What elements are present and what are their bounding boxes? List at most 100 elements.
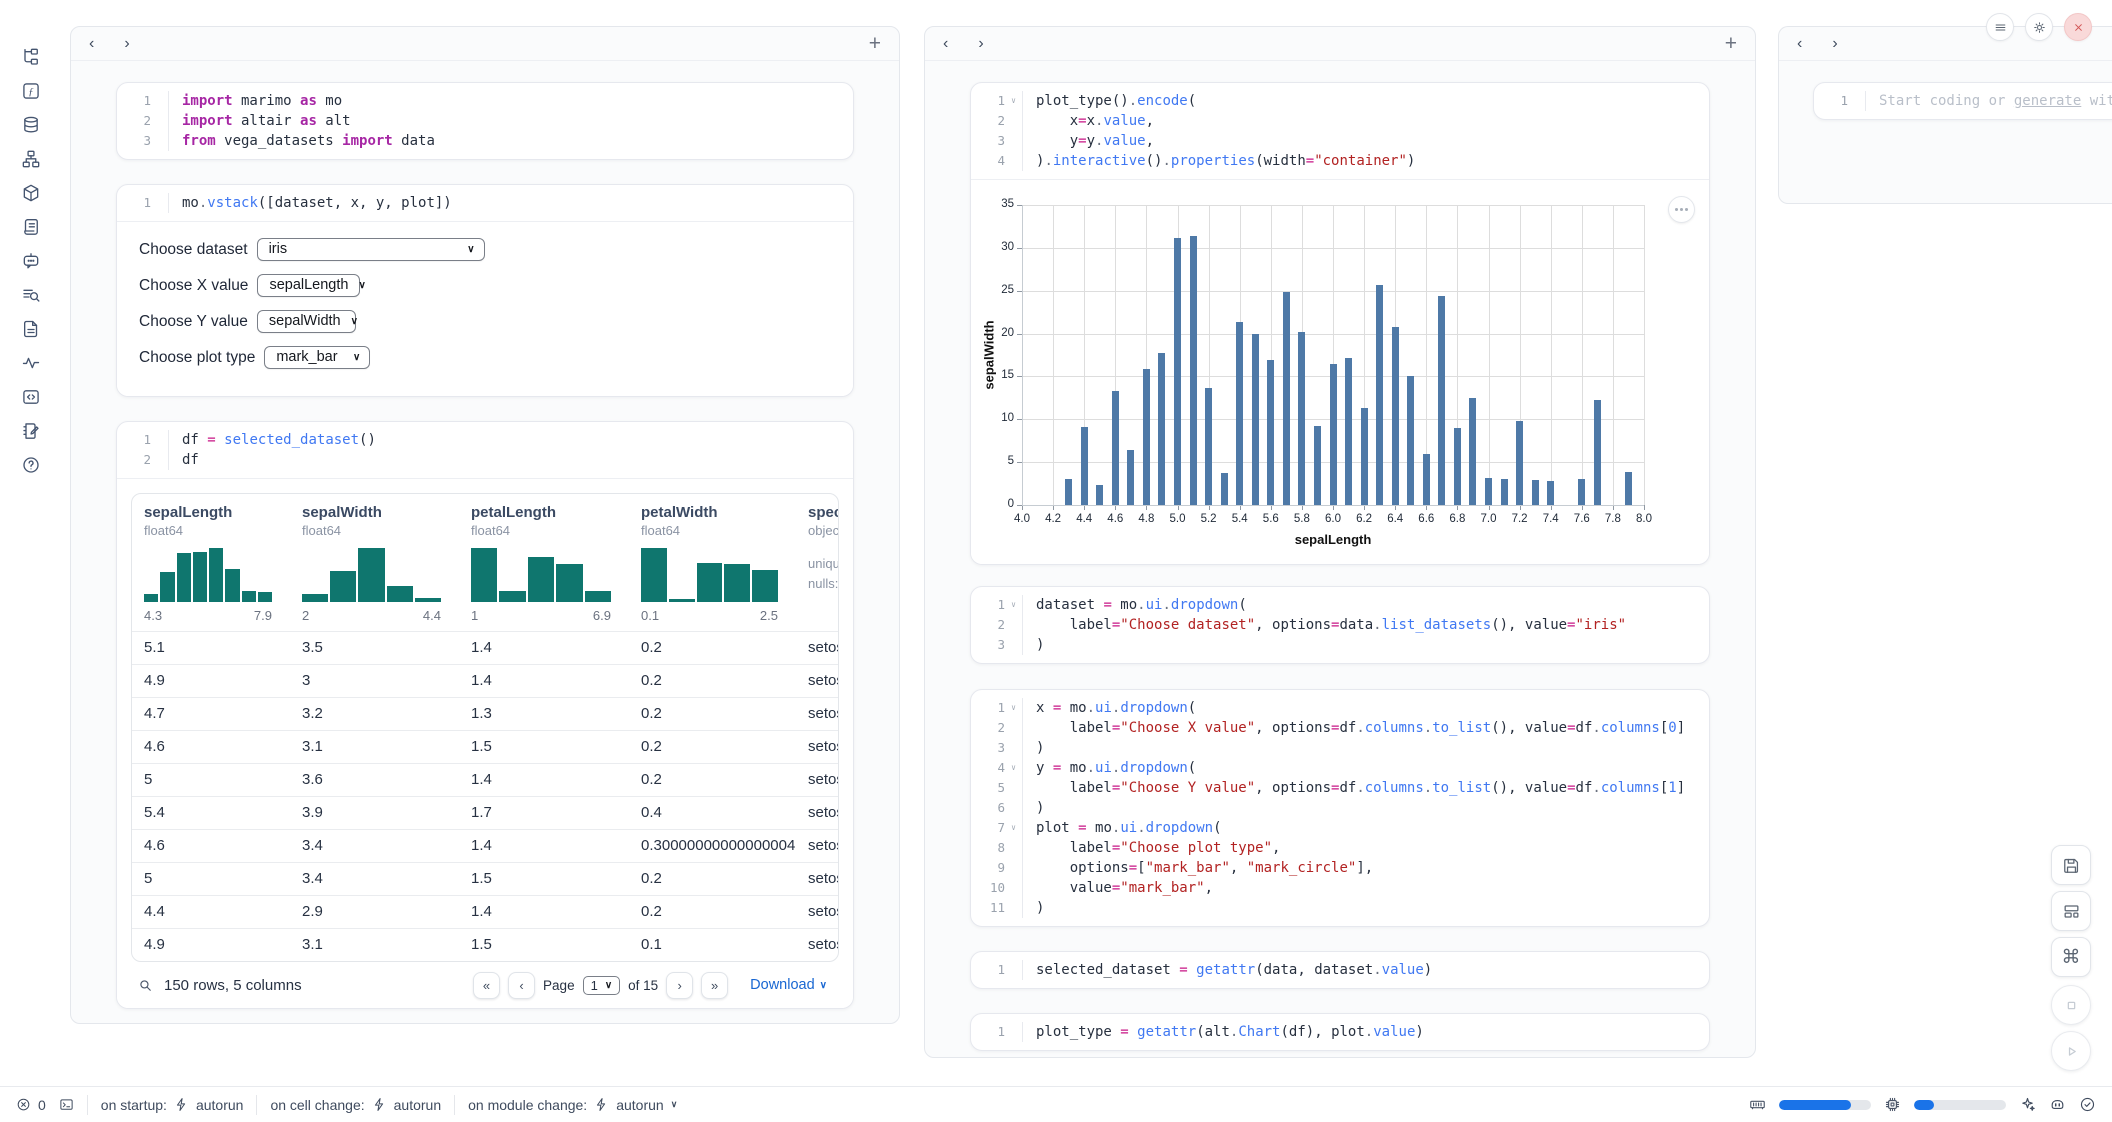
code-cell-dataset-dropdown[interactable]: 1 ∨ dataset = mo.ui.dropdown(2 label="Choo… xyxy=(970,586,1710,664)
code-text[interactable]: ) xyxy=(1022,635,1709,655)
scroll-right-button[interactable]: › xyxy=(1832,34,1838,52)
code-text[interactable]: import altair as alt xyxy=(168,111,853,131)
table-row[interactable]: 5 3.4 1.5 0.2 setos xyxy=(132,862,838,895)
copilot-button[interactable] xyxy=(2049,1096,2066,1113)
download-button[interactable]: Download ∨ xyxy=(744,976,833,994)
code-text[interactable]: x = mo.ui.dropdown( xyxy=(1022,698,1709,718)
code-text[interactable]: plot_type().encode( xyxy=(1022,91,1709,111)
settings-gear-button[interactable] xyxy=(2025,13,2053,41)
generate-link[interactable]: generate xyxy=(2013,93,2082,109)
tracebacks-icon[interactable] xyxy=(19,352,43,374)
next-page-button[interactable]: › xyxy=(666,971,694,999)
layout-toggle-button[interactable] xyxy=(2051,891,2091,931)
packages-icon[interactable] xyxy=(19,182,43,204)
dropdown-select[interactable]: sepalWidth ∨ xyxy=(256,310,358,333)
menu-button[interactable] xyxy=(1986,13,2014,41)
table-row[interactable]: 4.7 3.2 1.3 0.2 setos xyxy=(132,697,838,730)
scratchpad-icon[interactable] xyxy=(19,386,43,408)
dropdown-select[interactable]: mark_bar ∨ xyxy=(264,346,371,369)
datasources-icon[interactable] xyxy=(19,114,43,136)
add-cell-button[interactable]: + xyxy=(1724,32,1737,55)
table-row[interactable]: 4.9 3 1.4 0.2 setos xyxy=(132,664,838,697)
table-column-header[interactable]: petalLength float64 1 6.9 xyxy=(459,504,629,623)
fold-toggle-icon[interactable]: ∨ xyxy=(1011,763,1016,772)
code-text[interactable]: df = selected_dataset() xyxy=(168,430,853,450)
scroll-right-button[interactable]: › xyxy=(978,34,984,52)
table-row[interactable]: 4.6 3.1 1.5 0.2 setos xyxy=(132,730,838,763)
code-text[interactable]: ).interactive().properties(width="contai… xyxy=(1022,151,1709,171)
connection-status-button[interactable] xyxy=(2079,1096,2096,1113)
dropdown-select[interactable]: sepalLength ∨ xyxy=(257,274,366,297)
fold-toggle-icon[interactable]: ∨ xyxy=(1011,823,1016,832)
code-cell-dataframe[interactable]: 1 df = selected_dataset() 2 df sepalLength f… xyxy=(116,421,854,1009)
shutdown-close-button[interactable] xyxy=(2064,13,2092,41)
dropdown-select[interactable]: iris ∨ xyxy=(256,238,485,261)
table-row[interactable]: 4.4 2.9 1.4 0.2 setos xyxy=(132,895,838,928)
code-cell-imports[interactable]: 1 import marimo as mo 2 import altair as al… xyxy=(116,82,854,160)
stop-button[interactable] xyxy=(2051,985,2091,1025)
fold-toggle-icon[interactable]: ∨ xyxy=(1011,96,1016,105)
last-page-button[interactable]: » xyxy=(701,971,729,999)
code-text[interactable]: plot_type = getattr(alt.Chart(df), plot.… xyxy=(1022,1022,1709,1042)
empty-code-cell[interactable]: 1 Start coding or generate with xyxy=(1813,82,2112,120)
file-explorer-icon[interactable] xyxy=(19,46,43,68)
table-column-header[interactable]: petalWidth float64 0.1 2.5 xyxy=(629,504,796,623)
scroll-left-button[interactable]: ‹ xyxy=(1797,34,1803,52)
scroll-left-button[interactable]: ‹ xyxy=(89,34,95,52)
ai-sparkles-button[interactable] xyxy=(2019,1096,2036,1113)
on-module-change-setting[interactable]: on module change: autorun ∨ xyxy=(468,1096,678,1113)
code-text[interactable]: plot = mo.ui.dropdown( xyxy=(1022,818,1709,838)
code-text[interactable]: y = mo.ui.dropdown( xyxy=(1022,758,1709,778)
code-text[interactable]: mo.vstack([dataset, x, y, plot]) xyxy=(168,193,853,213)
table-row[interactable]: 5.1 3.5 1.4 0.2 setos xyxy=(132,631,838,664)
notebook-icon[interactable] xyxy=(19,420,43,442)
dependency-graph-icon[interactable] xyxy=(19,148,43,170)
add-cell-button[interactable]: + xyxy=(868,32,881,55)
logs-icon[interactable] xyxy=(19,284,43,306)
code-cell-plot-type[interactable]: 1 plot_type = getattr(alt.Chart(df), plot… xyxy=(970,1013,1710,1051)
on-startup-setting[interactable]: on startup: autorun xyxy=(100,1096,244,1113)
table-row[interactable]: 5 3.6 1.4 0.2 setos xyxy=(132,763,838,796)
code-placeholder[interactable]: Start coding or generate with xyxy=(1865,91,2112,111)
page-select[interactable]: 1 ∨ xyxy=(582,975,621,995)
documentation-icon[interactable] xyxy=(19,318,43,340)
code-text[interactable]: ) xyxy=(1022,738,1709,758)
table-row[interactable]: 4.6 3.4 1.4 0.30000000000000004 setos xyxy=(132,829,838,862)
scroll-left-button[interactable]: ‹ xyxy=(943,34,949,52)
fold-toggle-icon[interactable]: ∨ xyxy=(1011,703,1016,712)
code-cell-vstack[interactable]: 1 mo.vstack([dataset, x, y, plot]) Choose… xyxy=(116,184,854,397)
table-row[interactable]: 4.9 3.1 1.5 0.1 setos xyxy=(132,928,838,961)
code-text[interactable]: y=y.value, xyxy=(1022,131,1709,151)
code-text[interactable]: label="Choose plot type", xyxy=(1022,838,1709,858)
on-cell-change-setting[interactable]: on cell change: autorun xyxy=(270,1096,442,1113)
code-text[interactable]: selected_dataset = getattr(data, dataset… xyxy=(1022,960,1709,980)
code-text[interactable]: import marimo as mo xyxy=(168,91,853,111)
code-text[interactable]: from vega_datasets import data xyxy=(168,131,853,151)
table-column-header[interactable]: sepalWidth float64 2 4.4 xyxy=(290,504,459,623)
save-button[interactable] xyxy=(2051,845,2091,885)
code-text[interactable]: ) xyxy=(1022,798,1709,818)
chat-icon[interactable] xyxy=(19,250,43,272)
keyboard-shortcuts-button[interactable]: ⌘ xyxy=(2051,937,2091,977)
code-text[interactable]: x=x.value, xyxy=(1022,111,1709,131)
fold-toggle-icon[interactable]: ∨ xyxy=(1011,600,1016,609)
chart-output[interactable]: 0 5 10 15 20 25 30 35 4.0 4.2 4.4 4.6 4.8 5.0 5.2 5.4 5.… xyxy=(971,179,1709,564)
table-row[interactable]: 5.4 3.9 1.7 0.4 setos xyxy=(132,796,838,829)
code-text[interactable]: dataset = mo.ui.dropdown( xyxy=(1022,595,1709,615)
chart-menu-button[interactable] xyxy=(1668,196,1695,223)
code-text[interactable]: label="Choose dataset", options=data.lis… xyxy=(1022,615,1709,635)
search-icon[interactable] xyxy=(137,977,154,994)
code-text[interactable]: ) xyxy=(1022,898,1709,918)
code-text[interactable]: label="Choose Y value", options=df.colum… xyxy=(1022,778,1709,798)
code-text[interactable]: label="Choose X value", options=df.colum… xyxy=(1022,718,1709,738)
first-page-button[interactable]: « xyxy=(473,971,501,999)
code-text[interactable]: value="mark_bar", xyxy=(1022,878,1709,898)
help-icon[interactable] xyxy=(19,454,43,476)
code-cell-plot[interactable]: 1 ∨ plot_type().encode(2 x=x.value, 3 y=y.v… xyxy=(970,82,1710,565)
errors-indicator[interactable]: 0 xyxy=(16,1097,46,1113)
run-button[interactable] xyxy=(2051,1031,2091,1071)
code-cell-selected-dataset[interactable]: 1 selected_dataset = getattr(data, datase… xyxy=(970,951,1710,989)
code-cell-xy-plot-dropdowns[interactable]: 1 ∨ x = mo.ui.dropdown(2 label="Choose X v… xyxy=(970,689,1710,927)
table-column-header[interactable]: sepalLength float64 4.3 7.9 xyxy=(132,504,290,623)
